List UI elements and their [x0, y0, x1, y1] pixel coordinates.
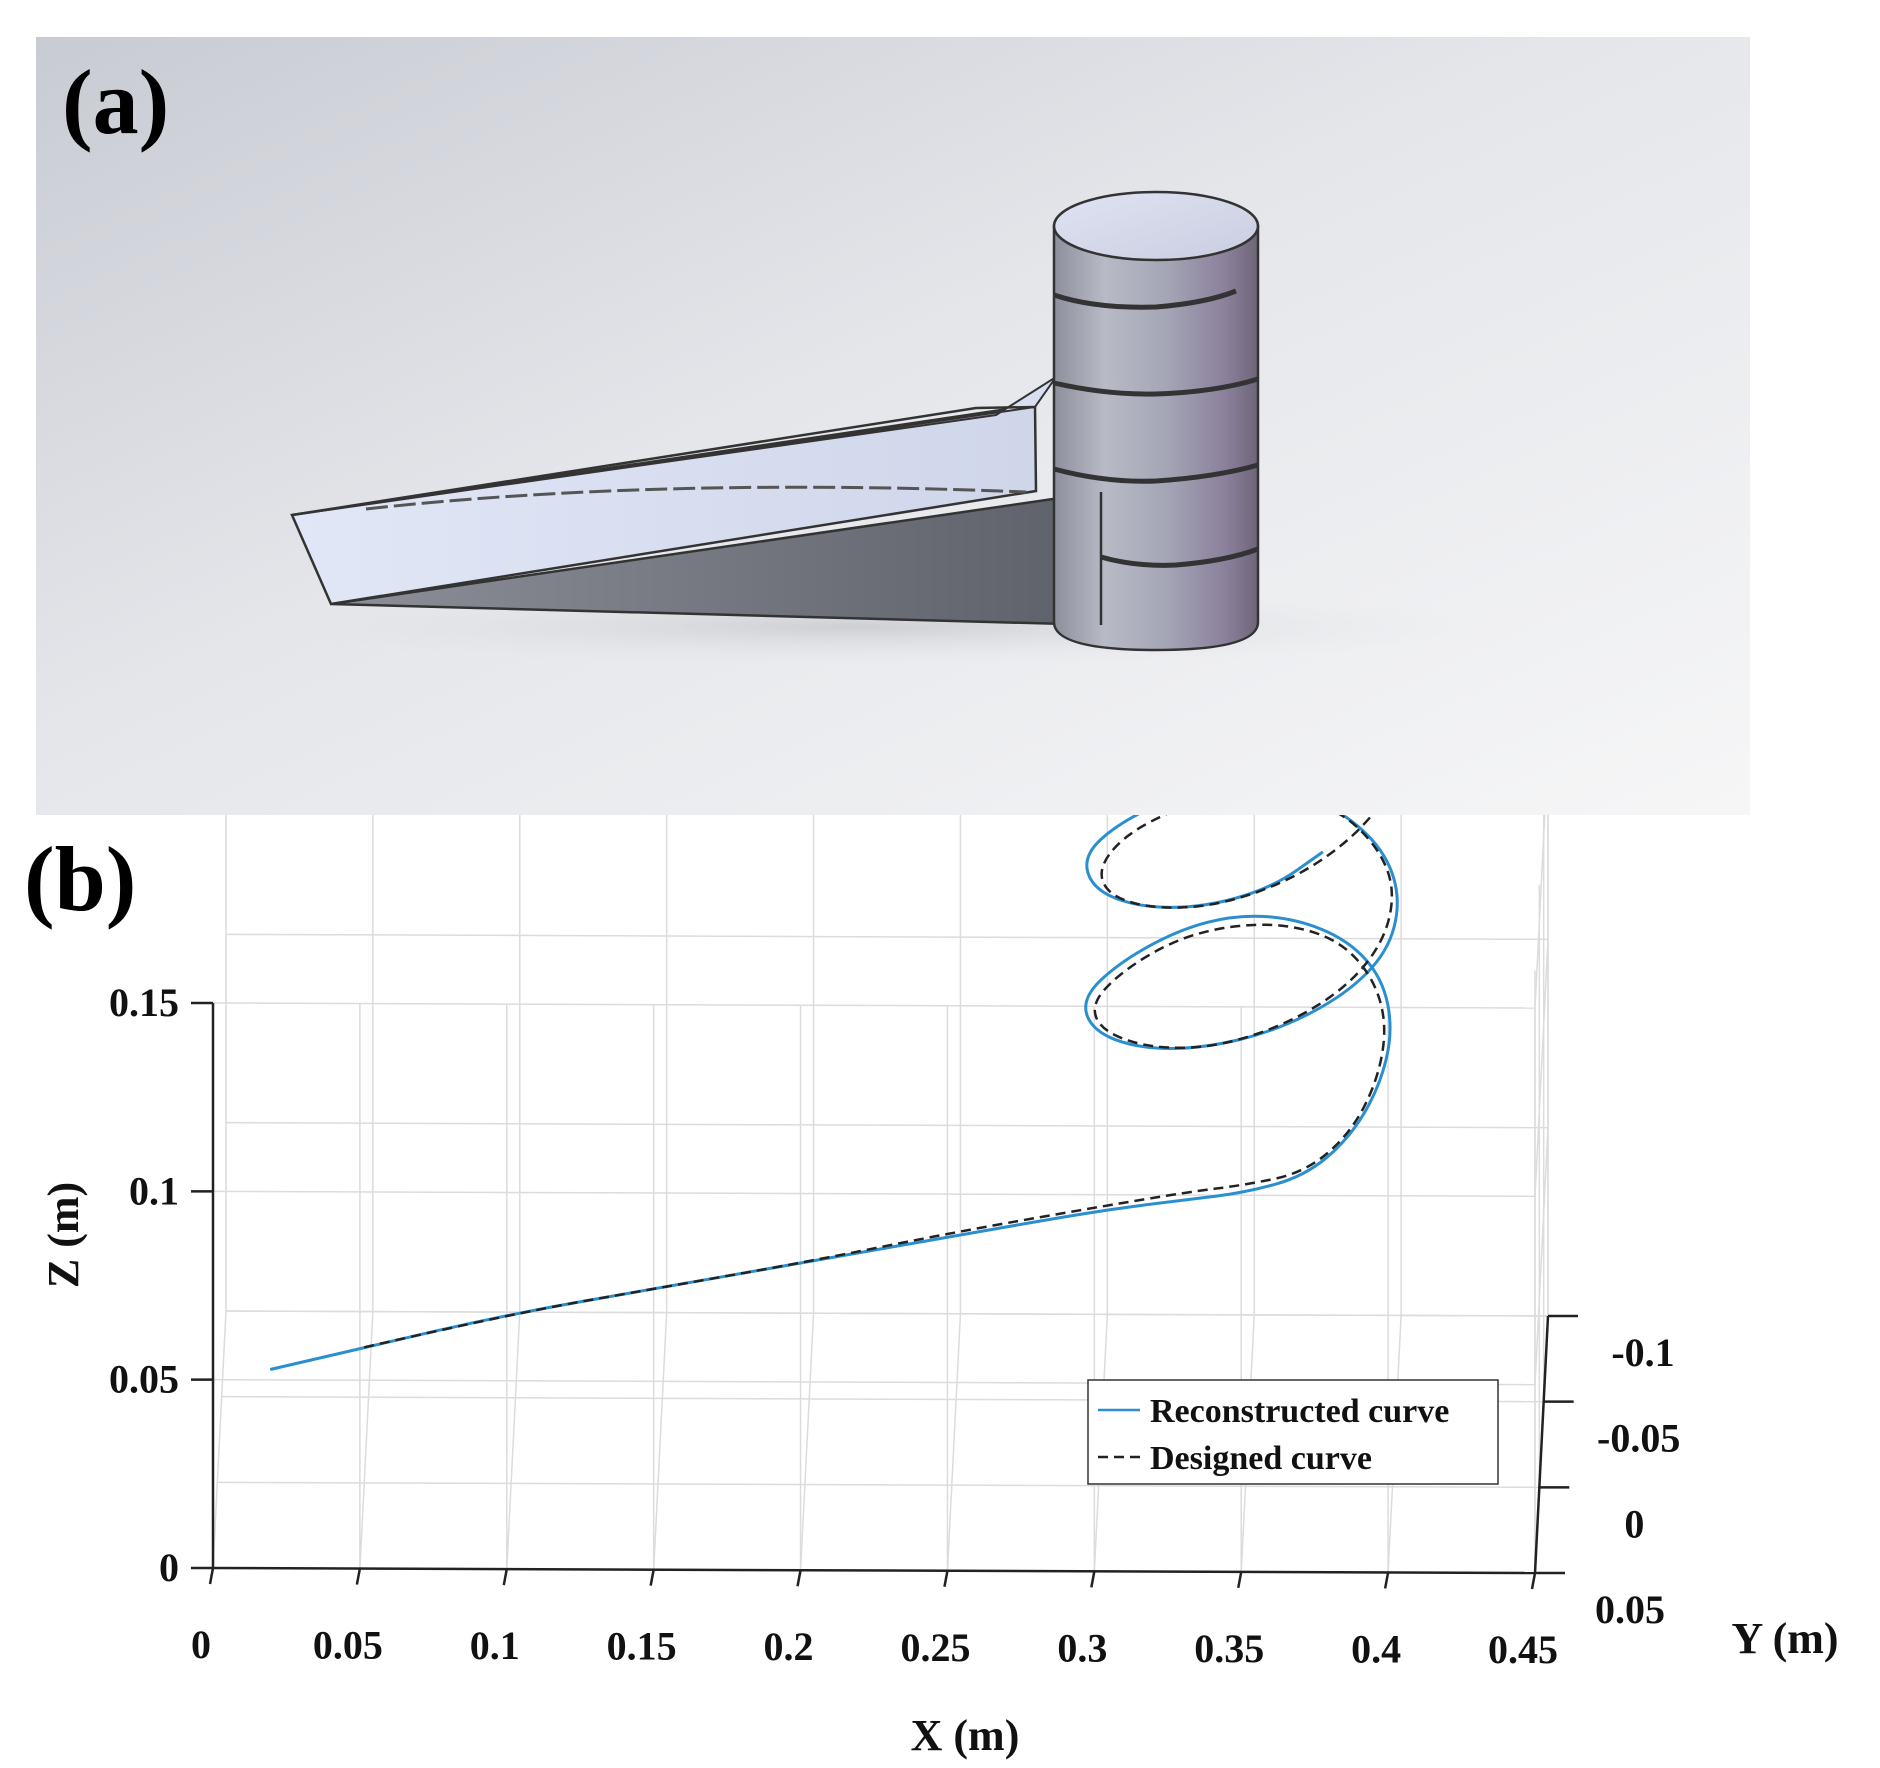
z-tick-label: 0: [159, 1545, 179, 1590]
grid-line-side-z: [1534, 939, 1549, 1197]
x-tick-label: 0.1: [470, 1623, 520, 1668]
x-axis-line: [212, 1566, 1536, 1575]
grid-line-back-z: [225, 933, 1549, 941]
x-tick-label: 0.45: [1488, 1627, 1558, 1672]
wedge-top-edge: [291, 405, 1036, 517]
helix-groove-3: [1053, 462, 1259, 484]
curve-comparison-chart: 0 0.05 0.1 0.15 0.2 0.25 0.3 0.35 0.4 0.45 0 0.05 0.…: [24, 708, 1839, 1760]
x-tick-mark: [1090, 1571, 1096, 1588]
x-tick-label: 0.2: [764, 1624, 814, 1669]
x-tick-mark: [1236, 1571, 1243, 1589]
wedge-top-face: [290, 403, 1038, 606]
helix-groove-1: [1053, 288, 1237, 310]
y-axis-line: [1533, 1315, 1550, 1574]
y-tick-label: 0.05: [1595, 1587, 1665, 1632]
grid-line-floor-x: [946, 1313, 962, 1571]
x-tick-label: 0.4: [1351, 1626, 1401, 1671]
x-tick-mark: [796, 1569, 802, 1587]
x-tick-mark: [1383, 1572, 1390, 1589]
panel-a-label: (a): [62, 51, 169, 153]
x-tick-mark: [502, 1568, 509, 1586]
x-axis-label: X (m): [911, 1711, 1020, 1760]
grid-line-floor-x: [799, 1313, 815, 1571]
legend-label-designed: Designed curve: [1150, 1440, 1372, 1477]
grid-line-floor-x: [506, 1312, 521, 1570]
axes-layer: 0 0.05 0.1 0.15 0.2 0.25 0.3 0.35 0.4 0.45 0 0.05 0.…: [109, 980, 1680, 1672]
panel-b-chart: 0 0.05 0.1 0.15 0.2 0.25 0.3 0.35 0.4 0.45 0 0.05 0.…: [0, 708, 1880, 1763]
y-tick-label: 0: [1624, 1501, 1644, 1546]
x-tick-mark: [1530, 1572, 1537, 1590]
x-tick-mark: [649, 1569, 655, 1586]
grid-line-floor-y: [225, 1310, 1549, 1317]
cylinder-body: [1052, 224, 1260, 652]
model-render-svg: (a): [36, 37, 1750, 815]
y-axis-label: Y (m): [1731, 1614, 1838, 1663]
grid-line-back-z: [225, 1121, 1549, 1129]
legend: Reconstructed curve Designed curve: [1087, 1379, 1499, 1485]
designed-curve-line: [363, 793, 1394, 1349]
legend-label-reconstructed: Reconstructed curve: [1150, 1393, 1449, 1430]
panel-a-model-render: (a): [36, 37, 1750, 815]
grid-line-floor-x: [359, 1311, 374, 1569]
series-layer: [269, 783, 1399, 1371]
x-tick-label: 0.05: [313, 1623, 383, 1668]
reconstructed-curve-line: [269, 783, 1399, 1371]
grid-line-side-z: [1534, 1127, 1549, 1385]
legend-box: [1087, 1379, 1499, 1485]
z-tick-label: 0.05: [109, 1357, 179, 1402]
y-tick-label: -0.1: [1611, 1330, 1674, 1375]
wedge-slot-line: [365, 485, 1027, 511]
grid-line-floor-y: [217, 1481, 1540, 1489]
grid-line-floor-x: [652, 1312, 668, 1570]
z-axis-label: Z (m): [39, 1182, 88, 1288]
y-tick-label: -0.05: [1597, 1416, 1680, 1461]
x-tick-label: 0.35: [1194, 1626, 1264, 1671]
cylinder-top: [1052, 190, 1260, 262]
x-tick-label: 0.3: [1057, 1625, 1107, 1670]
grid-line-front-z: [212, 1190, 1536, 1198]
x-tick-mark: [943, 1570, 949, 1588]
x-tick-label: 0.25: [900, 1625, 970, 1670]
x-tick-mark: [208, 1567, 215, 1585]
x-tick-mark: [355, 1568, 362, 1585]
x-tick-label: 0.15: [607, 1624, 677, 1669]
helix-groove-4: [1100, 546, 1259, 568]
grid-line-floor-x: [212, 1310, 227, 1569]
helix-groove-2: [1053, 376, 1259, 397]
panel-b-label: (b): [24, 828, 136, 930]
grid-line-front-z: [212, 1002, 1536, 1009]
z-tick-label: 0.15: [109, 980, 179, 1025]
x-tick-label: 0: [191, 1622, 211, 1667]
z-tick-label: 0.1: [129, 1168, 179, 1213]
